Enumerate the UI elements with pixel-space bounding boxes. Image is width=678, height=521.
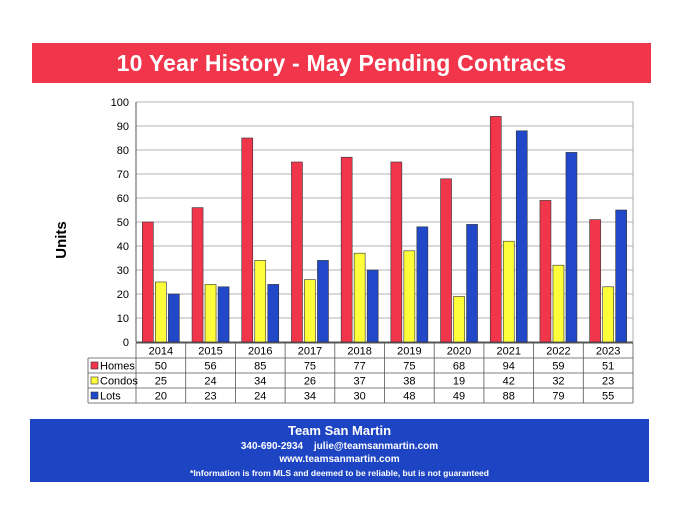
website: www.teamsanmartin.com <box>279 454 400 465</box>
bar-condos <box>502 240 515 343</box>
data-label: 75 <box>403 361 415 373</box>
y-tick-label: 60 <box>117 193 129 205</box>
x-tick-label: 2017 <box>298 346 322 358</box>
bar-homes <box>539 200 552 343</box>
data-label: 59 <box>552 361 564 373</box>
bar-lots <box>615 209 627 343</box>
y-tick-label: 40 <box>117 241 129 253</box>
disclaimer: *Information is from MLS and deemed to b… <box>190 468 489 478</box>
email-address: julie@teamsanmartin.com <box>313 441 439 452</box>
bar-condos <box>403 250 416 343</box>
y-tick-label: 20 <box>117 289 129 301</box>
bar-homes <box>191 207 204 343</box>
data-label: 77 <box>354 361 366 373</box>
data-label: 55 <box>602 391 614 403</box>
data-label: 34 <box>254 376 266 388</box>
bar-lots <box>366 269 379 343</box>
legend-swatch-homes <box>90 361 99 370</box>
bar-homes <box>142 221 154 343</box>
x-tick-label: 2020 <box>447 346 471 358</box>
bar-homes <box>340 156 353 343</box>
x-tick-label: 2018 <box>347 346 371 358</box>
bar-lots <box>168 293 180 343</box>
data-label: 19 <box>453 376 465 388</box>
data-label: 68 <box>453 361 465 373</box>
footer-banner: Team San Martin 340-690-2934 julie@teams… <box>30 419 649 482</box>
bar-lots <box>466 224 478 343</box>
bar-condos <box>453 296 465 343</box>
legend-label-homes: Homes <box>100 361 135 373</box>
data-label: 32 <box>552 376 564 388</box>
data-label: 85 <box>254 361 266 373</box>
x-tick-label: 2014 <box>149 346 173 358</box>
x-tick-label: 2021 <box>497 346 521 358</box>
bar-homes <box>589 219 601 343</box>
bar-condos <box>304 279 316 343</box>
data-label: 26 <box>304 376 316 388</box>
data-label: 23 <box>204 391 216 403</box>
y-tick-label: 90 <box>117 121 129 133</box>
data-label: 94 <box>503 361 515 373</box>
data-label: 25 <box>155 376 167 388</box>
data-label: 42 <box>503 376 515 388</box>
bar-homes <box>489 116 502 343</box>
y-tick-label: 70 <box>117 169 129 181</box>
legend-label-lots: Lots <box>100 391 121 403</box>
chart-title: 10 Year History - May Pending Contracts <box>116 49 567 76</box>
contact-line: 340-690-2934 julie@teamsanmartin.com <box>30 441 649 452</box>
bar-lots <box>515 130 528 343</box>
legend-swatch-condos <box>90 376 99 385</box>
data-label: 49 <box>453 391 465 403</box>
data-label: 50 <box>155 361 167 373</box>
data-label: 37 <box>354 376 366 388</box>
x-tick-label: 2019 <box>397 346 421 358</box>
data-label: 30 <box>354 391 366 403</box>
bar-homes <box>291 161 303 343</box>
bar-condos <box>204 284 217 343</box>
legend-label-condos: Condos <box>100 376 138 388</box>
data-label: 24 <box>204 376 216 388</box>
data-label: 20 <box>155 391 167 403</box>
bar-lots <box>317 260 329 343</box>
y-tick-label: 30 <box>117 265 129 277</box>
bar-lots <box>416 226 429 343</box>
bar-condos <box>353 252 366 343</box>
data-label: 56 <box>204 361 216 373</box>
x-tick-label: 2015 <box>198 346 222 358</box>
bar-homes <box>440 178 452 343</box>
bar-condos <box>254 260 267 343</box>
bar-homes <box>390 161 403 343</box>
chart-title-banner: 10 Year History - May Pending Contracts <box>32 43 651 83</box>
bar-lots <box>565 152 578 343</box>
bar-lots <box>217 286 230 343</box>
y-tick-label: 100 <box>111 97 129 109</box>
bar-lots <box>267 284 280 343</box>
data-label: 48 <box>403 391 415 403</box>
data-label: 24 <box>254 391 266 403</box>
company-name: Team San Martin <box>287 423 392 438</box>
bar-homes <box>241 137 254 343</box>
y-tick-label: 80 <box>117 145 129 157</box>
legend-swatch-lots <box>90 391 99 400</box>
x-tick-label: 2023 <box>596 346 620 358</box>
bar-condos <box>552 264 565 343</box>
phone-number: 340-690-2934 <box>240 441 304 452</box>
bar-condos <box>602 286 614 343</box>
data-label: 79 <box>552 391 564 403</box>
data-label: 38 <box>403 376 415 388</box>
data-label: 88 <box>503 391 515 403</box>
data-label: 23 <box>602 376 614 388</box>
y-tick-label: 50 <box>117 217 129 229</box>
data-label: 34 <box>304 391 316 403</box>
y-tick-label: 0 <box>123 337 129 349</box>
bar-condos <box>155 281 167 343</box>
x-tick-label: 2022 <box>546 346 570 358</box>
data-label: 75 <box>304 361 316 373</box>
y-tick-label: 10 <box>117 313 129 325</box>
x-tick-label: 2016 <box>248 346 272 358</box>
data-label: 51 <box>602 361 614 373</box>
